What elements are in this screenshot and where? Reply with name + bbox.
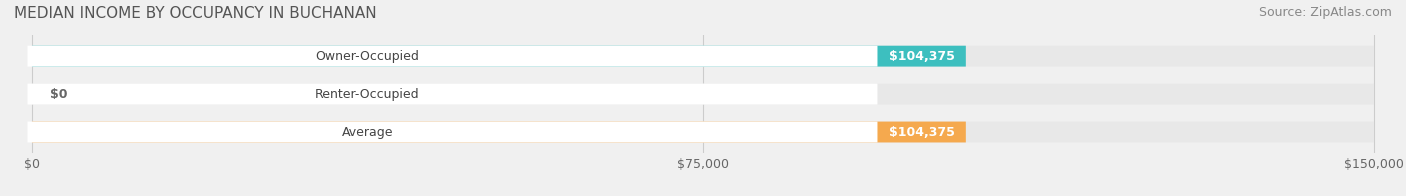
FancyBboxPatch shape [28,84,877,104]
FancyBboxPatch shape [32,46,1374,67]
Text: Renter-Occupied: Renter-Occupied [315,88,420,101]
FancyBboxPatch shape [32,122,1374,142]
Text: Source: ZipAtlas.com: Source: ZipAtlas.com [1258,6,1392,19]
FancyBboxPatch shape [28,46,877,67]
FancyBboxPatch shape [32,84,1374,104]
Text: $104,375: $104,375 [889,50,955,63]
FancyBboxPatch shape [32,46,966,67]
FancyBboxPatch shape [32,122,966,142]
Text: $0: $0 [49,88,67,101]
Text: MEDIAN INCOME BY OCCUPANCY IN BUCHANAN: MEDIAN INCOME BY OCCUPANCY IN BUCHANAN [14,6,377,21]
Text: Owner-Occupied: Owner-Occupied [315,50,419,63]
Text: $104,375: $104,375 [889,125,955,139]
FancyBboxPatch shape [28,122,877,142]
Text: Average: Average [342,125,394,139]
